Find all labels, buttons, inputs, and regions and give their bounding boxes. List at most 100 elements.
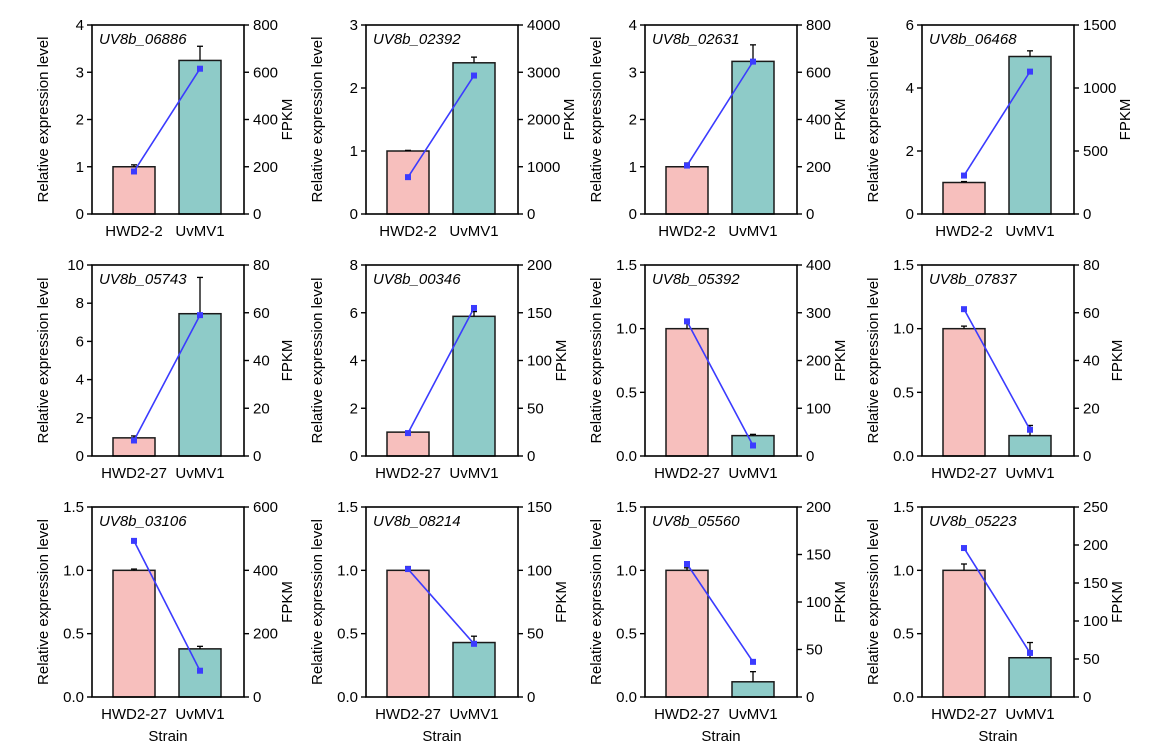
y2-tick-label: 600: [253, 64, 278, 81]
y2-tick-label: 100: [1083, 613, 1108, 630]
y-tick-label: 1: [629, 159, 637, 176]
y2-tick-label: 150: [806, 547, 831, 564]
x-tick-label: UvMV1: [1005, 706, 1054, 723]
y-tick-label: 2: [76, 112, 84, 129]
y-tick-label: 1: [350, 143, 358, 160]
y-tick-label: 8: [76, 295, 84, 312]
y2-tick-label: 1000: [527, 159, 560, 176]
y-tick-label: 0.5: [616, 626, 637, 643]
fpkm-point: [750, 58, 756, 65]
fpkm-point: [1027, 426, 1033, 433]
fpkm-point: [131, 168, 137, 175]
y2-axis-label: FPKM: [279, 581, 296, 623]
y-tick-label: 1.0: [893, 562, 914, 579]
fpkm-point: [131, 537, 137, 544]
x-tick-label: UvMV1: [449, 223, 498, 240]
y2-tick-label: 400: [806, 112, 831, 129]
y2-axis-label: FPKM: [553, 340, 570, 382]
y-axis-label: Relative expression level: [35, 519, 52, 685]
y-tick-label: 3: [629, 64, 637, 81]
bar-hwd2-27: [112, 569, 156, 698]
y2-tick-label: 0: [253, 206, 261, 223]
y-tick-label: 4: [76, 372, 84, 389]
y-tick-label: 1.0: [616, 562, 637, 579]
y2-tick-label: 1500: [1083, 17, 1116, 34]
y2-tick-label: 150: [527, 499, 552, 516]
x-tick-label: UvMV1: [449, 465, 498, 482]
y-tick-label: 0.5: [616, 384, 637, 401]
fpkm-point: [1027, 68, 1033, 75]
bar-hwd2-2: [942, 181, 986, 215]
x-tick-label: HWD2-27: [375, 465, 441, 482]
x-axis-label: Strain: [978, 728, 1017, 745]
fpkm-point: [684, 561, 690, 567]
y2-tick-label: 300: [806, 305, 831, 322]
x-tick-label: HWD2-27: [654, 706, 720, 723]
y2-tick-label: 20: [1083, 400, 1100, 417]
y2-axis-label: FPKM: [553, 581, 570, 623]
y-tick-label: 0.0: [63, 689, 84, 706]
y2-tick-label: 20: [253, 400, 270, 417]
x-tick-label: HWD2-27: [931, 706, 997, 723]
y-tick-label: 0.5: [893, 626, 914, 643]
y2-tick-label: 80: [1083, 257, 1100, 274]
y-tick-label: 6: [350, 305, 358, 322]
error-bar: [961, 180, 967, 183]
x-axis-label: Strain: [422, 728, 461, 745]
gene-label: UV8b_02631: [652, 31, 740, 48]
error-bar: [131, 568, 137, 571]
bar-hwd2-27: [665, 327, 709, 457]
fpkm-point: [961, 172, 967, 179]
y2-tick-label: 0: [806, 206, 814, 223]
y-axis-label: Relative expression level: [309, 37, 326, 203]
x-tick-label: UvMV1: [449, 706, 498, 723]
y2-tick-label: 800: [806, 17, 831, 34]
fpkm-point: [197, 667, 203, 674]
y2-tick-label: 50: [1083, 651, 1100, 668]
y-tick-label: 2: [906, 143, 914, 160]
x-tick-label: HWD2-2: [379, 223, 437, 240]
fpkm-line: [686, 61, 754, 166]
y2-tick-label: 250: [1083, 499, 1108, 516]
y2-tick-label: 150: [1083, 575, 1108, 592]
y2-tick-label: 2000: [527, 112, 560, 129]
bar-hwd2-2: [665, 166, 709, 215]
plot-frame: [921, 506, 1075, 698]
y-axis-label: Relative expression level: [865, 37, 882, 203]
fpkm-point: [750, 442, 756, 449]
error-bar: [1027, 50, 1033, 57]
error-bar: [197, 45, 203, 61]
y2-tick-label: 200: [253, 159, 278, 176]
fpkm-line: [133, 68, 201, 172]
fpkm-point: [961, 306, 967, 313]
y2-tick-label: 0: [527, 448, 535, 465]
y2-tick-label: 200: [806, 499, 831, 516]
y2-tick-label: 50: [527, 400, 544, 417]
gene-label: UV8b_06468: [929, 31, 1017, 48]
y2-tick-label: 200: [253, 626, 278, 643]
fpkm-point: [131, 437, 137, 444]
gene-label: UV8b_05223: [929, 513, 1017, 530]
y-tick-label: 0.5: [337, 626, 358, 643]
fpkm-line: [407, 307, 475, 434]
gene-label: UV8b_05560: [652, 513, 740, 530]
bar-uvmv1: [1008, 55, 1052, 215]
fpkm-point: [684, 162, 690, 169]
bar-hwd2-2: [112, 166, 156, 215]
x-tick-label: HWD2-27: [931, 465, 997, 482]
y-tick-label: 4: [76, 17, 84, 34]
y2-tick-label: 200: [806, 159, 831, 176]
y-tick-label: 0: [350, 206, 358, 223]
x-tick-label: UvMV1: [175, 706, 224, 723]
y-tick-label: 10: [67, 257, 84, 274]
y-tick-label: 1.5: [616, 257, 637, 274]
y2-tick-label: 1000: [1083, 80, 1116, 97]
error-bar: [961, 325, 967, 329]
y-tick-label: 1.5: [893, 257, 914, 274]
y-tick-label: 2: [76, 410, 84, 427]
